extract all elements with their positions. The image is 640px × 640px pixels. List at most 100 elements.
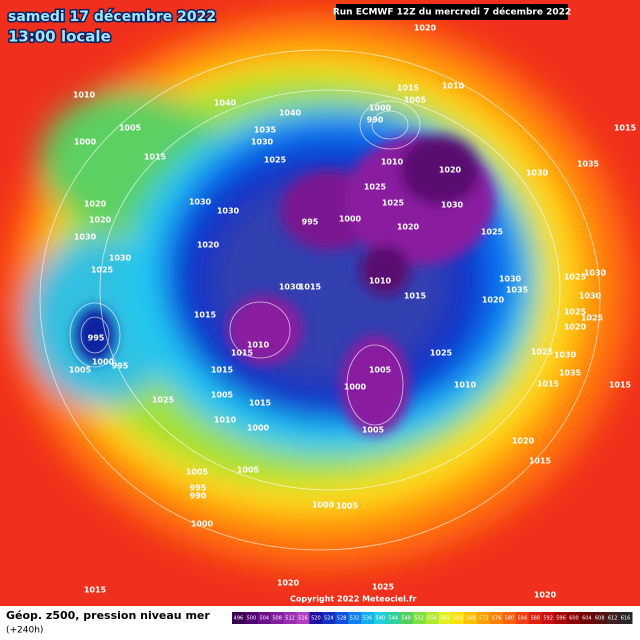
- colorbar-tick-label: 532: [350, 616, 360, 622]
- isobar-label: 1015: [211, 366, 234, 375]
- colorbar-swatch: [515, 612, 530, 624]
- colorbar-tick-label: 536: [363, 616, 373, 622]
- isobar-label: 1030: [579, 292, 602, 301]
- isobar-label: 1030: [74, 233, 97, 242]
- isobar-lines: [39, 49, 601, 551]
- isobar-label: 1035: [577, 160, 600, 169]
- isobar-label: 1020: [197, 241, 220, 250]
- copyright: Copyright 2022 Meteociel.fr: [290, 595, 416, 604]
- colorbar-tick-label: 612: [608, 616, 618, 622]
- colorbar-tick-label: 512: [285, 616, 295, 622]
- isobar-label: 1000: [247, 424, 270, 433]
- isobar-label: 1030: [279, 283, 302, 292]
- colorbar-tick-label: 520: [311, 616, 321, 622]
- run-box: [336, 4, 568, 20]
- isobar-label: 1015: [249, 399, 272, 408]
- isobar-label: 1020: [512, 437, 535, 446]
- colorbar-swatch: [244, 612, 259, 624]
- isobar-label: 1025: [91, 266, 114, 275]
- isobar-label: 1025: [531, 348, 554, 357]
- colorbar-tick-label: 548: [401, 616, 411, 622]
- isobar-label: 1025: [481, 228, 504, 237]
- colorbar-swatch: [361, 612, 375, 624]
- isobar-label: 1020: [414, 24, 437, 33]
- colorbar-swatch: [593, 612, 607, 624]
- colorbar-swatch: [438, 612, 452, 624]
- isobar-labels: 1010100510001015104010401035103010251005…: [69, 24, 637, 600]
- colorbar-swatch: [296, 612, 310, 624]
- isobar-label: 1015: [299, 283, 322, 292]
- isobar-label: 1020: [439, 166, 462, 175]
- colorbar-swatch: [335, 612, 349, 624]
- isobar-label: 1010: [442, 82, 465, 91]
- isobar-label: 1025: [430, 349, 453, 358]
- isobar-label: 1030: [109, 254, 132, 263]
- isobar-label: 1030: [554, 351, 577, 360]
- isobar-label: 1020: [482, 296, 505, 305]
- colorbar-tick-label: 528: [337, 616, 347, 622]
- colorbar-swatch: [490, 612, 504, 624]
- colorbar-tick-label: 496: [234, 616, 244, 622]
- isobar-label: 1005: [362, 426, 385, 435]
- isobar-label: 1030: [526, 169, 549, 178]
- low-centres: [75, 135, 495, 435]
- colorbar-tick-label: 508: [272, 616, 282, 622]
- colorbar-swatch: [451, 612, 465, 624]
- colorbar-swatch: [412, 612, 427, 624]
- isobar-label: 995: [88, 334, 105, 343]
- isobar-label: 1035: [559, 369, 582, 378]
- footer-title: Géop. z500, pression niveau mer: [6, 609, 210, 622]
- run-info: Run ECMWF 12Z du mercredi 7 décembre 202…: [333, 7, 571, 18]
- colorbar-tick-label: 604: [582, 616, 592, 622]
- colorbar-swatch: [502, 612, 517, 624]
- isobar-label: 1020: [564, 323, 587, 332]
- colorbar-swatch: [270, 612, 285, 624]
- isobar-label: 1010: [214, 416, 237, 425]
- isobar-label: 1010: [454, 381, 477, 390]
- isobar-label: 1025: [382, 199, 405, 208]
- isobar-label: 1025: [564, 273, 587, 282]
- isobar-label: 990: [190, 492, 207, 501]
- isobar-label: 1025: [581, 314, 604, 323]
- isobar-label: 1020: [534, 591, 557, 600]
- colorbar-swatch: [464, 612, 478, 624]
- isobar-label: 1005: [69, 366, 92, 375]
- colorbar-tick-label: 500: [247, 616, 257, 622]
- isobar-label: 1025: [564, 308, 587, 317]
- colorbar-swatch: [606, 612, 620, 624]
- isobar-label: 1015: [529, 457, 552, 466]
- colorbar-swatch: [567, 612, 581, 624]
- isobar-label: 995: [190, 484, 207, 493]
- isobar-label: 1030: [441, 201, 464, 210]
- isobar-label: 1015: [614, 124, 637, 133]
- footer-lead: (+240h): [6, 626, 43, 636]
- colorbar-swatch: [373, 612, 388, 624]
- colorbar-swatch: [554, 612, 568, 624]
- isobar-label: 1030: [251, 138, 274, 147]
- isobar-label: 1030: [499, 275, 522, 284]
- isobar-label: 1005: [186, 468, 209, 477]
- isobar-label: 1000: [92, 358, 115, 367]
- colorbar-swatch: [399, 612, 414, 624]
- colorbar-swatch: [283, 612, 298, 624]
- colorbar-swatch: [477, 612, 491, 624]
- isobar-label: 1000: [312, 501, 335, 510]
- isobar-label: 1000: [369, 104, 392, 113]
- colorbar-tick-label: 504: [259, 616, 269, 622]
- colorbar-swatch: [580, 612, 594, 624]
- colorbar-swatch: [257, 612, 272, 624]
- isobar-label: 1005: [237, 466, 260, 475]
- colorbar-swatch: [386, 612, 401, 624]
- isobar-label: 1040: [279, 109, 302, 118]
- isobar-label: 1025: [372, 583, 395, 592]
- title-date: samedi 17 décembre 2022: [8, 9, 216, 25]
- isobar-label: 1020: [89, 216, 112, 225]
- isobar-label: 1010: [73, 91, 96, 100]
- isobar-label: 1015: [397, 84, 420, 93]
- colorbar-tick-label: 568: [466, 616, 476, 622]
- colorbar-tick-label: 600: [569, 616, 579, 622]
- colorbar-tick-label: 596: [556, 616, 566, 622]
- isobar-label: 1005: [211, 391, 234, 400]
